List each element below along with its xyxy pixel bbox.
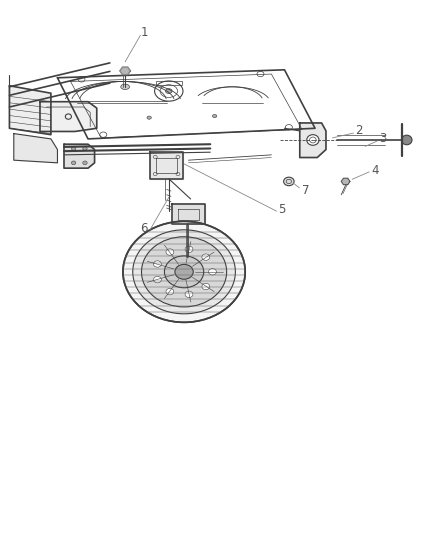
Text: 5: 5 — [279, 203, 286, 216]
Text: 7: 7 — [302, 184, 309, 197]
Ellipse shape — [402, 135, 412, 145]
Ellipse shape — [133, 230, 235, 314]
Ellipse shape — [212, 115, 217, 118]
Ellipse shape — [202, 284, 210, 290]
Ellipse shape — [147, 116, 151, 119]
Ellipse shape — [166, 88, 172, 93]
Ellipse shape — [185, 291, 193, 297]
Ellipse shape — [141, 237, 226, 307]
Polygon shape — [150, 152, 183, 179]
Ellipse shape — [166, 288, 174, 295]
Ellipse shape — [284, 177, 294, 185]
Text: 6: 6 — [140, 222, 148, 235]
Polygon shape — [64, 144, 95, 168]
Ellipse shape — [123, 221, 245, 322]
Polygon shape — [300, 123, 326, 158]
Text: 3: 3 — [379, 132, 386, 146]
Ellipse shape — [83, 147, 87, 150]
Ellipse shape — [121, 84, 130, 90]
Ellipse shape — [71, 161, 76, 165]
Polygon shape — [341, 178, 350, 184]
Ellipse shape — [202, 254, 210, 260]
Text: 2: 2 — [355, 124, 363, 138]
Ellipse shape — [175, 264, 193, 279]
Ellipse shape — [166, 249, 174, 255]
Ellipse shape — [185, 246, 193, 253]
Polygon shape — [120, 67, 131, 75]
Ellipse shape — [153, 277, 161, 283]
Polygon shape — [172, 204, 205, 224]
Polygon shape — [10, 86, 51, 135]
Polygon shape — [40, 102, 97, 132]
Ellipse shape — [208, 269, 216, 275]
Ellipse shape — [307, 135, 319, 146]
Text: 4: 4 — [371, 164, 379, 177]
Ellipse shape — [83, 161, 87, 165]
Text: 1: 1 — [141, 26, 148, 39]
Polygon shape — [14, 134, 57, 163]
Ellipse shape — [153, 261, 161, 267]
Ellipse shape — [71, 147, 76, 150]
Ellipse shape — [164, 256, 204, 288]
